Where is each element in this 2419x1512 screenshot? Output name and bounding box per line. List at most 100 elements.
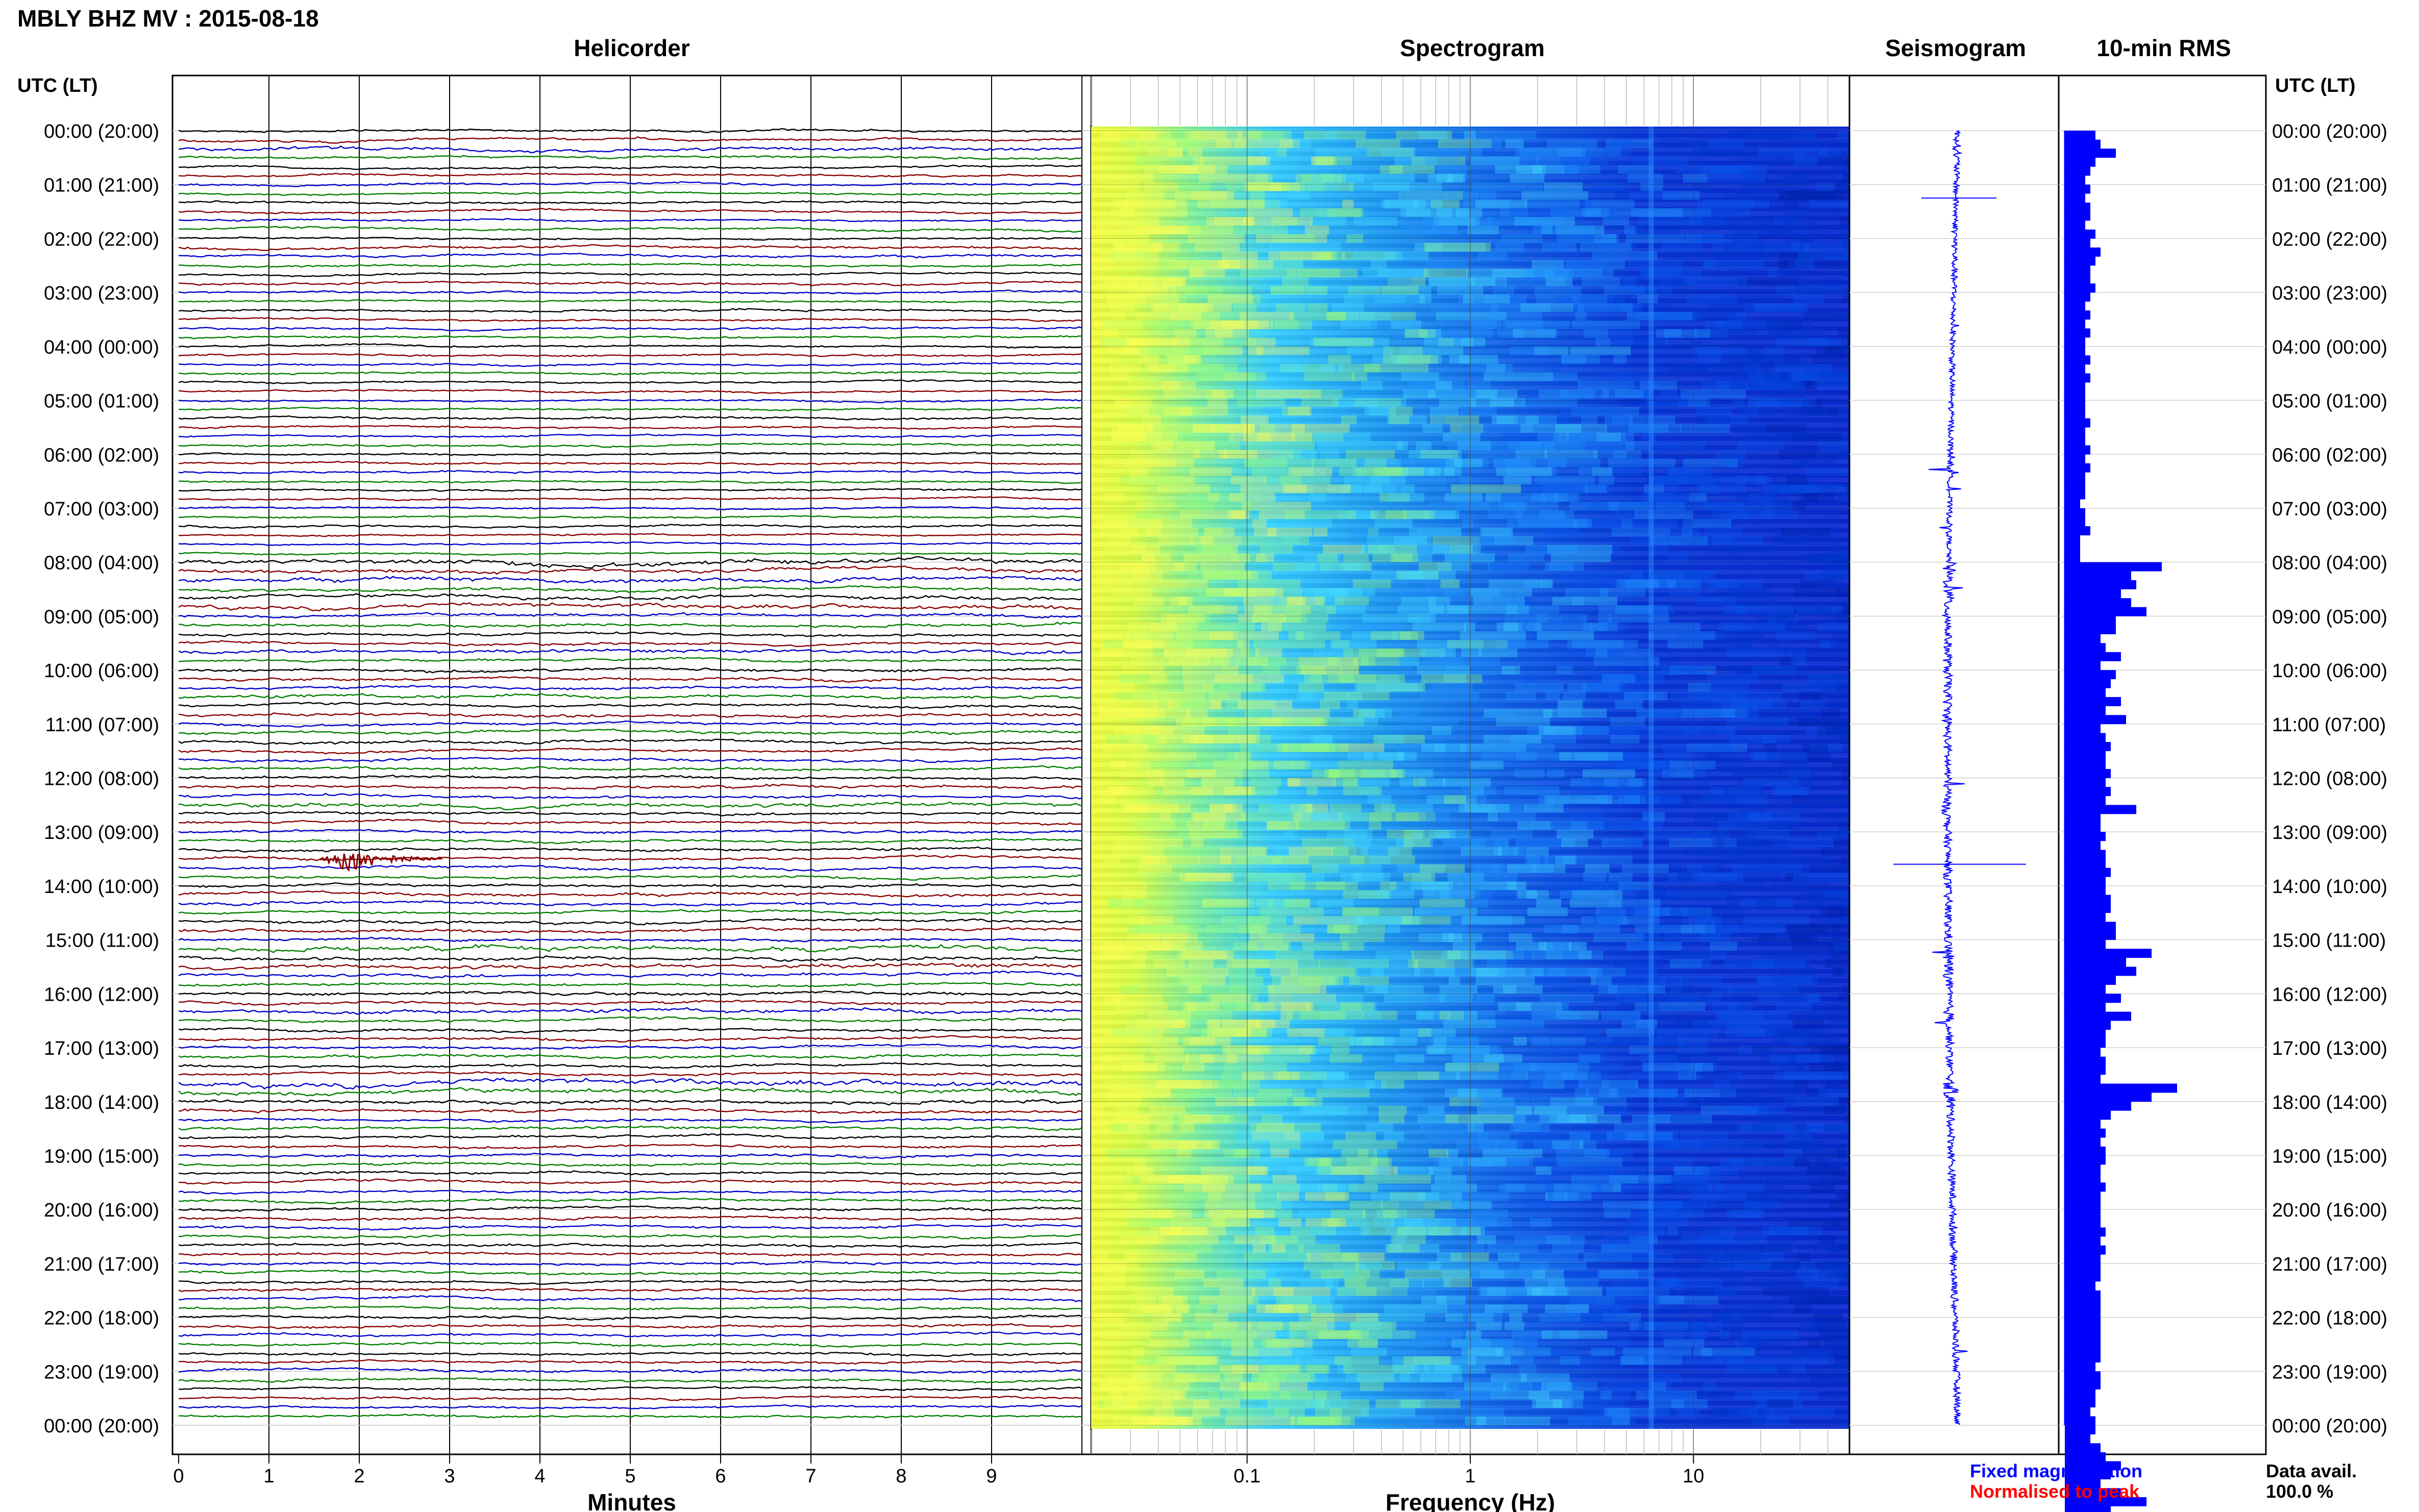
- spectrogram-cell: [1791, 1140, 1838, 1149]
- spectrogram-cell: [1545, 1011, 1581, 1020]
- spectrogram-cell: [1671, 994, 1721, 1003]
- rms-bar: [2065, 1263, 2101, 1273]
- spectrogram-cell: [1331, 847, 1349, 856]
- spectrogram-cell: [1810, 864, 1849, 873]
- spectrogram-cell: [1374, 519, 1413, 528]
- spectrogram-cell: [1786, 873, 1808, 882]
- spectrogram-cell: [1711, 165, 1742, 174]
- spectrogram-cell: [1193, 424, 1251, 433]
- spectrogram-cell: [1500, 208, 1528, 217]
- spectrogram-cell: [1472, 139, 1502, 148]
- spectrogram-cell: [1821, 1235, 1842, 1244]
- spectrogram-cell: [1266, 1201, 1292, 1210]
- spectrogram-cell: [1168, 147, 1182, 157]
- spectrogram-cell: [1636, 1020, 1658, 1029]
- spectrogram-cell: [1701, 165, 1753, 174]
- spectrogram-cell: [1399, 709, 1419, 718]
- spectrogram-cell: [1369, 881, 1401, 890]
- spectrogram-cell: [1780, 484, 1849, 493]
- spectrogram-cell: [1317, 553, 1338, 562]
- spectrogram-cell: [1141, 916, 1174, 925]
- time-labels-right: 00:00 (20:00)01:00 (21:00)02:00 (22:00)0…: [2272, 121, 2387, 1437]
- spectrogram-cell: [1507, 320, 1570, 330]
- spectrogram-cell: [1625, 994, 1648, 1003]
- spectrogram-cell: [1178, 950, 1227, 959]
- spectrogram-cell: [1137, 1020, 1183, 1029]
- spectrogram-cell: [1408, 450, 1462, 459]
- spectrogram-cell: [1601, 838, 1642, 847]
- spectrogram-cell: [1515, 683, 1564, 692]
- spectrogram-cell: [1695, 217, 1749, 226]
- spectrogram-cell: [1590, 760, 1642, 770]
- spectrogram-cell: [1670, 691, 1736, 701]
- spectrogram-cell: [1665, 1054, 1690, 1063]
- spectrogram-cell: [1677, 398, 1693, 407]
- spectrogram-cell: [1298, 683, 1324, 692]
- spectrogram-cell: [1127, 1166, 1148, 1175]
- spectrogram-cell: [1781, 528, 1830, 537]
- spectrogram-cell: [1515, 838, 1575, 847]
- spectrogram-cell: [1307, 303, 1328, 312]
- spectrogram-cell: [1424, 242, 1491, 252]
- spectrogram-cell: [1260, 1235, 1316, 1244]
- spectrogram-cell: [1409, 544, 1476, 554]
- spectrogram-cell: [1110, 1123, 1148, 1132]
- spectrogram-cell: [1467, 226, 1499, 235]
- spectrogram-cell: [1122, 639, 1151, 649]
- spectrogram-cell: [1763, 743, 1777, 752]
- spectrogram-cell: [1773, 1071, 1843, 1080]
- spectrogram-cell: [1746, 432, 1807, 441]
- spectrogram-cell: [1564, 165, 1588, 174]
- spectrogram-cell: [1578, 1356, 1601, 1365]
- spectrogram-cell: [1397, 743, 1444, 752]
- spectrogram-cell: [1166, 614, 1202, 623]
- spectrogram-cell: [1595, 648, 1608, 657]
- spectrogram-cell: [1740, 1088, 1755, 1098]
- spectrogram-cell: [1447, 173, 1466, 183]
- spectrogram-cell: [1598, 1252, 1627, 1261]
- rms-bar: [2065, 877, 2106, 886]
- spectrogram-cell: [1829, 1020, 1849, 1029]
- spectrogram-cell: [1841, 899, 1849, 908]
- spectrogram-cell: [1621, 1296, 1660, 1305]
- spectrogram-cell: [1106, 1149, 1173, 1158]
- spectrogram-cell: [1587, 752, 1654, 761]
- helicorder-trace: [178, 612, 1082, 619]
- spectrogram-cell: [1745, 1183, 1785, 1193]
- spectrogram-cell: [1575, 1088, 1590, 1098]
- spectrogram-cell: [1594, 467, 1642, 476]
- spectrogram-cell: [1718, 821, 1788, 830]
- spectrogram-cell: [1782, 536, 1804, 545]
- spectrogram-cell: [1844, 605, 1849, 614]
- spectrogram-cell: [1288, 631, 1304, 640]
- spectrogram-cell: [1301, 1028, 1345, 1037]
- spectrogram-cell: [1111, 1088, 1171, 1098]
- rms-bar: [2065, 1290, 2101, 1300]
- spectrogram-cell: [1654, 623, 1700, 632]
- spectrogram-cell: [1586, 683, 1627, 692]
- spectrogram-cell: [1532, 950, 1592, 959]
- spectrogram-cell: [1584, 665, 1644, 675]
- spectrogram-cell: [1557, 147, 1582, 157]
- spectrogram-cell: [1627, 173, 1663, 183]
- spectrogram-cell: [1434, 1157, 1492, 1167]
- spectrogram-cell: [1122, 346, 1184, 355]
- spectrogram-cell: [1113, 200, 1176, 209]
- spectrogram-cell: [1437, 562, 1471, 571]
- spectrogram-cell: [1685, 277, 1747, 286]
- spectrogram-cell: [1370, 476, 1406, 485]
- spectrogram-cell: [1326, 312, 1360, 321]
- rms-bar: [2065, 1245, 2106, 1255]
- spectrogram-cell: [1459, 804, 1510, 813]
- spectrogram-cell: [1107, 786, 1126, 796]
- spectrogram-cell: [1629, 536, 1667, 545]
- spectrogram-cell: [1126, 933, 1198, 942]
- spectrogram-cell: [1422, 217, 1442, 226]
- spectrogram-cell: [1427, 994, 1495, 1003]
- spectrogram-cell: [1434, 968, 1505, 977]
- helicorder-trace: [178, 496, 1082, 502]
- rms-bar: [2065, 220, 2085, 230]
- minutes-tick-label: 9: [986, 1466, 997, 1487]
- spectrogram-cell: [1378, 544, 1448, 554]
- spectrogram-cell: [1264, 941, 1291, 951]
